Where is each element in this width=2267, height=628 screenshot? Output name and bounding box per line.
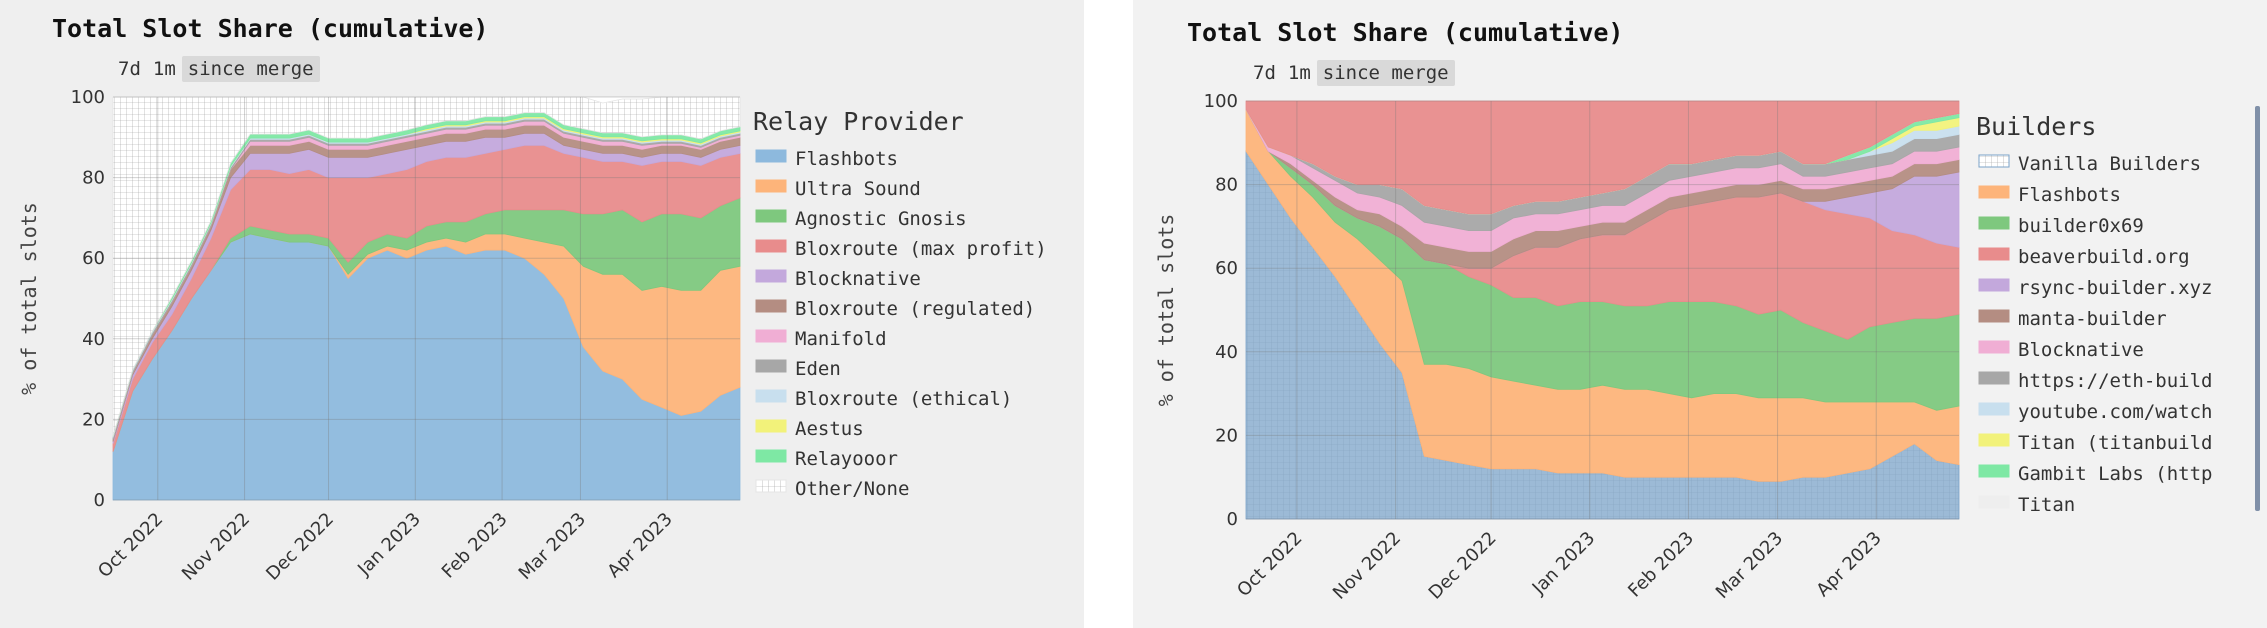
legend-item-label[interactable]: Agnostic Gnosis bbox=[795, 208, 967, 230]
x-tick-label: Feb 2023 bbox=[438, 509, 512, 583]
legend-swatch[interactable] bbox=[755, 359, 787, 373]
x-tick-label: Nov 2022 bbox=[1329, 528, 1405, 604]
chart-panel-relay: Total Slot Share (cumulative) 7d 1m sinc… bbox=[0, 0, 1084, 628]
legend-item-label[interactable]: Bloxroute (ethical) bbox=[795, 388, 1012, 410]
legend-swatch[interactable] bbox=[1978, 185, 2010, 199]
legend-item-label[interactable]: Bloxroute (max profit) bbox=[795, 238, 1047, 260]
x-tick-label: Feb 2023 bbox=[1624, 528, 1698, 602]
legend-item-label[interactable]: manta-builder bbox=[2018, 308, 2167, 330]
y-tick-label: 0 bbox=[94, 490, 105, 511]
area-series-11 bbox=[112, 96, 741, 437]
legend-swatch[interactable] bbox=[1978, 216, 2010, 230]
legend-swatch[interactable] bbox=[1978, 371, 2010, 385]
x-tick-label: Jan 2023 bbox=[353, 509, 425, 581]
y-axis-label: % of total slots bbox=[17, 202, 41, 395]
x-tick-label: Nov 2022 bbox=[178, 509, 254, 585]
legend-swatch[interactable] bbox=[1978, 154, 2010, 168]
range-since-merge-button[interactable]: since merge bbox=[181, 56, 320, 82]
legend-swatch[interactable] bbox=[755, 269, 787, 283]
legend-item-label[interactable]: Ultra Sound bbox=[795, 178, 921, 200]
legend-item-label[interactable]: https://eth-build bbox=[2018, 370, 2212, 392]
legend-swatch[interactable] bbox=[755, 149, 787, 163]
y-tick-label: 100 bbox=[71, 87, 105, 108]
legend-item-label[interactable]: Manifold bbox=[795, 328, 887, 350]
legend-item-label[interactable]: Relayooor bbox=[795, 448, 898, 470]
legend-swatch[interactable] bbox=[1978, 495, 2010, 509]
y-tick-label: 40 bbox=[82, 329, 105, 350]
area-series-tint bbox=[1246, 151, 1959, 519]
legend-item-label[interactable]: Gambit Labs (http bbox=[2018, 463, 2212, 485]
range-selector: 7d 1m since merge bbox=[1247, 60, 1455, 86]
legend-title: Relay Provider bbox=[753, 107, 964, 136]
legend-swatch[interactable] bbox=[1978, 402, 2010, 416]
y-tick-label: 60 bbox=[82, 248, 105, 269]
legend-item-label[interactable]: beaverbuild.org bbox=[2018, 246, 2190, 268]
legend-item-label[interactable]: Other/None bbox=[795, 478, 909, 500]
legend-swatch[interactable] bbox=[755, 209, 787, 223]
range-1m-button[interactable]: 1m bbox=[1287, 62, 1311, 84]
legend-item-label[interactable]: youtube.com/watch bbox=[2018, 401, 2212, 423]
x-tick-label: Mar 2023 bbox=[515, 509, 590, 584]
y-tick-label: 80 bbox=[82, 168, 105, 189]
x-tick-label: Jan 2023 bbox=[1528, 528, 1600, 600]
y-tick-label: 40 bbox=[1215, 342, 1238, 363]
y-tick-label: 0 bbox=[1227, 509, 1238, 530]
legend-item-label[interactable]: Titan (titanbuild bbox=[2018, 432, 2212, 454]
chart-title: Total Slot Share (cumulative) bbox=[52, 14, 489, 43]
legend-swatch[interactable] bbox=[755, 329, 787, 343]
legend-item-label[interactable]: builder0x69 bbox=[2018, 215, 2144, 237]
legend-item-label[interactable]: Blocknative bbox=[795, 268, 921, 290]
area-series-12 bbox=[1245, 100, 1960, 215]
range-1m-button[interactable]: 1m bbox=[152, 58, 176, 80]
legend-item-label[interactable]: Eden bbox=[795, 358, 841, 380]
legend-item-label[interactable]: Flashbots bbox=[2018, 184, 2121, 206]
x-tick-label: Mar 2023 bbox=[1712, 528, 1787, 603]
x-tick-label: Apr 2023 bbox=[603, 509, 676, 582]
range-selector: 7d 1m since merge bbox=[112, 56, 320, 82]
y-axis-label: % of total slots bbox=[1154, 214, 1178, 407]
range-since-merge-button[interactable]: since merge bbox=[1316, 60, 1455, 86]
legend-swatch[interactable] bbox=[755, 389, 787, 403]
legend-title: Builders bbox=[1976, 112, 2096, 141]
x-tick-label: Dec 2022 bbox=[1425, 528, 1501, 604]
legend-swatch[interactable] bbox=[755, 179, 787, 193]
legend-swatch[interactable] bbox=[755, 239, 787, 253]
legend-swatch[interactable] bbox=[1978, 340, 2010, 354]
x-tick-label: Oct 2022 bbox=[1233, 528, 1306, 601]
relay-chart-svg: 0 20 40 60 80 100 Oct 2022 Nov 2022 Dec 2022 Jan … bbox=[17, 87, 1047, 585]
legend-swatch[interactable] bbox=[1978, 433, 2010, 447]
legend-swatch[interactable] bbox=[755, 419, 787, 433]
legend-swatch[interactable] bbox=[755, 449, 787, 463]
x-tick-label: Oct 2022 bbox=[94, 509, 167, 582]
legend-swatch[interactable] bbox=[755, 299, 787, 313]
y-tick-label: 20 bbox=[1215, 425, 1238, 446]
legend-item-label[interactable]: Bloxroute (regulated) bbox=[795, 298, 1035, 320]
legend-item-label[interactable]: Flashbots bbox=[795, 148, 898, 170]
legend-swatch[interactable] bbox=[1978, 464, 2010, 478]
y-tick-label: 80 bbox=[1215, 175, 1238, 196]
y-tick-label: 20 bbox=[82, 409, 105, 430]
y-tick-label: 60 bbox=[1215, 258, 1238, 279]
y-tick-label: 100 bbox=[1204, 91, 1238, 112]
x-tick-label: Dec 2022 bbox=[262, 509, 338, 585]
legend-item-label[interactable]: Aestus bbox=[795, 418, 864, 440]
chart-title: Total Slot Share (cumulative) bbox=[1187, 18, 1624, 47]
legend-swatch[interactable] bbox=[1978, 247, 2010, 261]
legend-swatch[interactable] bbox=[755, 479, 787, 493]
legend-scrollbar[interactable] bbox=[2255, 106, 2260, 511]
range-7d-button[interactable]: 7d bbox=[1253, 62, 1276, 84]
legend-item-label[interactable]: Blocknative bbox=[2018, 339, 2144, 361]
builders-chart-svg: 0 20 40 60 80 100 Oct 2022 Nov 2022 Dec 2022 Jan … bbox=[1154, 91, 2260, 604]
range-7d-button[interactable]: 7d bbox=[118, 58, 141, 80]
legend-swatch[interactable] bbox=[1978, 278, 2010, 292]
x-tick-label: Apr 2023 bbox=[1812, 528, 1885, 601]
legend-item-label[interactable]: rsync-builder.xyz bbox=[2018, 277, 2212, 299]
chart-panel-builders: Total Slot Share (cumulative) 7d 1m sinc… bbox=[1133, 0, 2267, 628]
legend-item-label[interactable]: Vanilla Builders bbox=[2018, 153, 2201, 175]
legend-item-label[interactable]: Titan bbox=[2018, 494, 2075, 516]
legend-swatch[interactable] bbox=[1978, 309, 2010, 323]
